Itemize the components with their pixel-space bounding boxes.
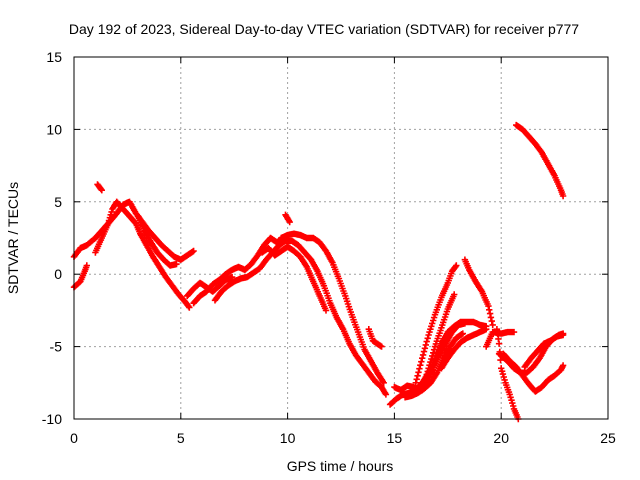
data-points — [70, 121, 567, 423]
data-point — [92, 198, 193, 311]
data-point — [419, 291, 458, 394]
series-prn-r — [461, 256, 496, 329]
series-prn-d — [94, 181, 105, 194]
x-tick-label: 25 — [600, 430, 616, 446]
y-tick-label: 15 — [46, 49, 62, 65]
data-point — [70, 198, 197, 263]
series-prn-o — [401, 330, 466, 401]
y-tick-label: 10 — [46, 121, 62, 137]
series-prn-t — [483, 328, 518, 350]
series-prn-f — [184, 273, 236, 300]
y-tick-label: 5 — [54, 194, 62, 210]
chart-title: Day 192 of 2023, Sidereal Day-to-day VTE… — [69, 21, 579, 37]
data-point — [184, 273, 236, 300]
series-prn-i — [258, 243, 330, 314]
data-point — [493, 326, 522, 423]
x-tick-label: 15 — [387, 430, 403, 446]
series-prn-p — [412, 262, 460, 386]
data-point — [258, 243, 330, 314]
y-tick-label: -10 — [42, 411, 62, 427]
series-prn-y — [513, 121, 567, 200]
data-point — [483, 328, 518, 350]
series-prn-l — [365, 326, 385, 350]
x-axis-label: GPS time / hours — [287, 458, 394, 474]
data-point — [521, 331, 567, 371]
data-point — [365, 326, 385, 350]
data-point — [134, 213, 180, 269]
series-prn-c — [92, 198, 193, 311]
data-point — [461, 256, 496, 329]
x-tick-label: 5 — [177, 430, 185, 446]
x-tick-label: 10 — [280, 430, 296, 446]
series-prn-e — [134, 213, 180, 269]
series-prn-k — [282, 211, 293, 226]
data-point — [94, 181, 105, 194]
x-tick-label: 20 — [493, 430, 509, 446]
data-point — [282, 211, 293, 226]
series-prn-q — [419, 291, 458, 394]
data-point — [500, 350, 567, 395]
series-prn-s — [438, 326, 490, 372]
series-prn-w — [500, 350, 567, 395]
y-axis-label: SDTVAR / TECUs — [5, 182, 21, 294]
series-prn-x — [521, 331, 567, 371]
x-tick-label: 0 — [70, 430, 78, 446]
data-point — [412, 262, 460, 386]
series-prn-g — [190, 234, 287, 307]
plot-frame — [73, 56, 609, 420]
series-prn-j — [278, 230, 387, 386]
data-point — [513, 121, 567, 200]
x-axis: 0 5 10 15 20 25 — [70, 57, 616, 446]
series-prn-u — [493, 326, 522, 423]
data-point — [438, 326, 490, 372]
data-point — [190, 234, 287, 307]
y-tick-label: -5 — [50, 339, 63, 355]
y-tick-label: 0 — [54, 266, 62, 282]
data-point — [401, 330, 466, 401]
data-point — [278, 230, 387, 386]
y-axis: -10 -5 0 5 10 15 — [42, 49, 608, 427]
series-prn-b — [70, 198, 197, 263]
